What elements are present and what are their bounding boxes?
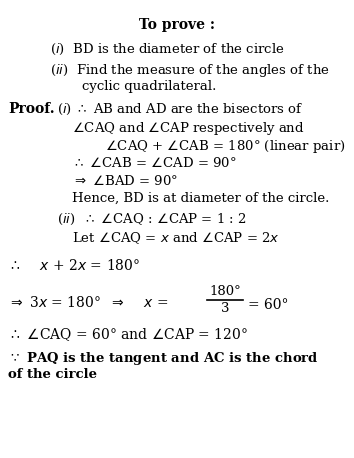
Text: $\Rightarrow$ $\angle$BAD = 90°: $\Rightarrow$ $\angle$BAD = 90° (72, 174, 178, 188)
Text: of the circle: of the circle (8, 368, 97, 381)
Text: $\Rightarrow$ 3$x$ = 180°  $\Rightarrow$    $x$ =: $\Rightarrow$ 3$x$ = 180° $\Rightarrow$ … (8, 295, 169, 310)
Text: = 60°: = 60° (248, 298, 289, 312)
Text: ($i$)  BD is the diameter of the circle: ($i$) BD is the diameter of the circle (50, 42, 285, 57)
Text: $\because$ PAQ is the tangent and AC is the chord: $\because$ PAQ is the tangent and AC is … (8, 350, 319, 367)
Text: Let $\angle$CAQ = $x$ and $\angle$CAP = 2$x$: Let $\angle$CAQ = $x$ and $\angle$CAP = … (72, 230, 280, 246)
Text: cyclic quadrilateral.: cyclic quadrilateral. (82, 80, 216, 93)
Text: 180°: 180° (209, 285, 241, 298)
Text: $\therefore$ $\angle$CAQ = 60° and $\angle$CAP = 120°: $\therefore$ $\angle$CAQ = 60° and $\ang… (8, 326, 248, 343)
Text: $\therefore$    $x$ + 2$x$ = 180°: $\therefore$ $x$ + 2$x$ = 180° (8, 258, 140, 273)
Text: $\angle$CAQ and $\angle$CAP respectively and: $\angle$CAQ and $\angle$CAP respectively… (72, 120, 304, 137)
Text: ($ii$)  Find the measure of the angles of the: ($ii$) Find the measure of the angles of… (50, 62, 330, 79)
Text: To prove :: To prove : (139, 18, 215, 32)
Text: 3: 3 (221, 302, 229, 315)
Text: Proof.: Proof. (8, 102, 55, 116)
Text: ($i$) $\therefore$ AB and AD are the bisectors of: ($i$) $\therefore$ AB and AD are the bis… (57, 102, 303, 117)
Text: $\angle$CAQ + $\angle$CAB = 180° (linear pair): $\angle$CAQ + $\angle$CAB = 180° (linear… (105, 138, 346, 155)
Text: $\therefore$ $\angle$CAB = $\angle$CAD = 90°: $\therefore$ $\angle$CAB = $\angle$CAD =… (72, 156, 236, 170)
Text: Hence, BD is at diameter of the circle.: Hence, BD is at diameter of the circle. (72, 192, 329, 205)
Text: ($ii$)  $\therefore$ $\angle$CAQ : $\angle$CAP = 1 : 2: ($ii$) $\therefore$ $\angle$CAQ : $\angl… (57, 212, 247, 227)
